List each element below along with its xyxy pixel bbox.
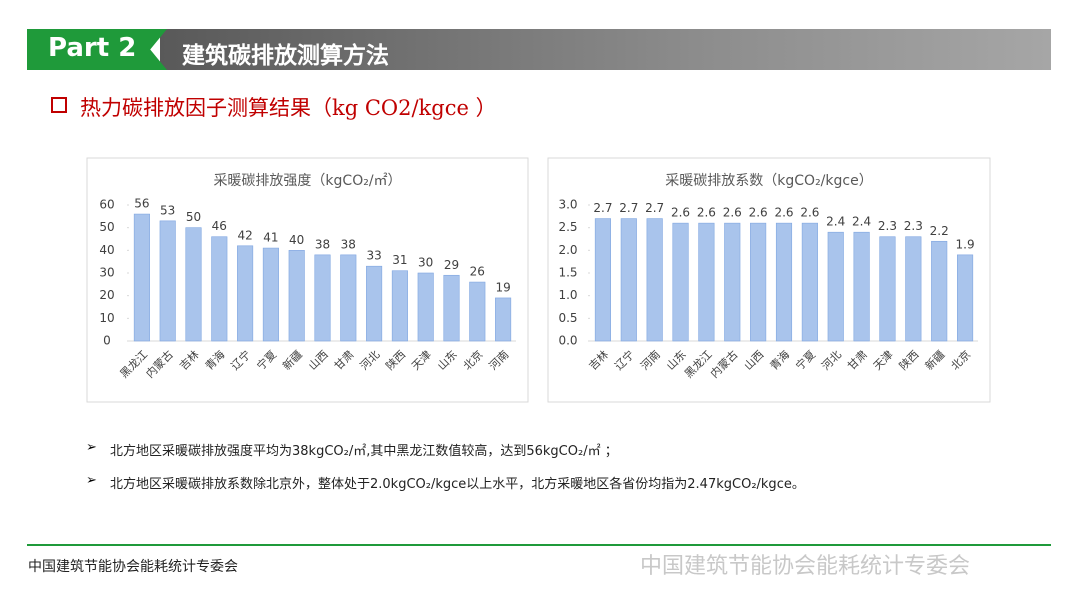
y-tick-label: 30 — [99, 266, 114, 280]
value-label: 26 — [470, 265, 485, 279]
subtitle-icon — [51, 97, 67, 113]
value-label: 50 — [186, 210, 201, 224]
bar — [495, 297, 512, 342]
value-label: 42 — [237, 228, 252, 242]
value-label: 53 — [160, 203, 175, 217]
watermark: 中国建筑节能协会能耗统计专委会 — [640, 554, 971, 579]
bar — [366, 265, 383, 342]
value-label: 1.9 — [956, 237, 975, 251]
bar — [775, 222, 793, 342]
y-tick-label: 50 — [99, 220, 114, 234]
value-label: 46 — [212, 219, 227, 233]
value-label: 2.4 — [852, 215, 871, 229]
bar — [724, 222, 741, 342]
header-title: 建筑碳排放测算方法 — [182, 43, 389, 69]
value-label: 2.6 — [774, 206, 793, 220]
bullet: 北方地区采暖碳排放系数除北京外，整体处于2.0kgCO₂/kgce以上水平，北方… — [110, 477, 805, 492]
value-label: 2.2 — [930, 224, 949, 238]
subtitle: 热力碳排放因子测算结果（kg CO2/kgce ） — [80, 96, 497, 120]
value-label: 56 — [134, 197, 149, 211]
y-tick-label: 60 — [99, 198, 114, 212]
header-bar — [160, 29, 1051, 70]
value-label: 2.6 — [723, 206, 742, 220]
value-label: 41 — [263, 231, 278, 245]
bar — [931, 240, 948, 342]
bar — [594, 218, 611, 342]
y-tick-label: 0.0 — [558, 334, 577, 348]
bar — [133, 213, 150, 342]
bullet-arrow: ➢ — [86, 440, 97, 455]
value-label: 38 — [315, 237, 330, 251]
bar — [957, 254, 974, 342]
value-label: 2.4 — [826, 215, 845, 229]
footer-line — [27, 544, 1051, 546]
bar — [853, 231, 870, 342]
bar — [620, 218, 637, 342]
bar — [443, 274, 460, 342]
y-tick-label: 3.0 — [558, 198, 577, 212]
bar — [417, 272, 434, 342]
bar — [391, 270, 408, 342]
bullet-arrow: ➢ — [86, 473, 97, 488]
value-label: 31 — [392, 253, 407, 267]
bar — [879, 236, 896, 342]
bullet: 北方地区采暖碳排放强度平均为38kgCO₂/㎡,其中黑龙江数值较高，达到56kg… — [110, 444, 618, 459]
value-label: 2.7 — [645, 201, 664, 215]
bar — [159, 220, 176, 342]
value-label: 40 — [289, 233, 304, 247]
value-label: 30 — [418, 256, 433, 270]
value-label: 2.6 — [671, 206, 690, 220]
footer-text: 中国建筑节能协会能耗统计专委会 — [28, 559, 238, 575]
bar — [288, 250, 305, 342]
bar — [469, 281, 486, 342]
y-tick-label: 0 — [103, 334, 111, 348]
y-tick-label: 20 — [99, 288, 114, 302]
value-label: 2.6 — [697, 206, 716, 220]
bar — [801, 222, 818, 342]
value-label: 2.6 — [749, 206, 768, 220]
bar — [646, 218, 663, 342]
value-label: 2.6 — [800, 206, 819, 220]
value-label: 29 — [444, 258, 459, 272]
chart-title: 采暖碳排放系数（kgCO₂/kgce） — [665, 173, 872, 189]
value-label: 2.3 — [904, 219, 923, 233]
y-tick-label: 40 — [99, 243, 114, 257]
bar — [905, 236, 922, 342]
bar — [827, 231, 844, 342]
bar — [314, 254, 331, 342]
bar — [750, 222, 767, 342]
value-label: 33 — [366, 249, 381, 263]
value-label: 2.3 — [878, 219, 897, 233]
value-label: 2.7 — [619, 201, 638, 215]
value-label: 19 — [495, 280, 510, 294]
value-label: 2.7 — [593, 201, 612, 215]
bar — [340, 254, 357, 342]
bar — [185, 227, 202, 342]
y-tick-label: 1.0 — [558, 288, 577, 302]
bar — [237, 245, 254, 342]
header-part: Part 2 — [48, 33, 137, 63]
y-tick-label: 2.5 — [558, 220, 577, 234]
y-tick-label: 2.0 — [558, 243, 577, 257]
bar — [262, 247, 279, 342]
bar — [698, 222, 715, 342]
y-tick-label: 0.5 — [558, 311, 577, 325]
value-label: 38 — [341, 237, 356, 251]
y-tick-label: 1.5 — [558, 266, 577, 280]
header-part-box — [27, 29, 167, 70]
y-tick-label: 10 — [99, 311, 114, 325]
bar — [211, 236, 228, 342]
bar — [672, 222, 689, 342]
chart-title: 采暖碳排放强度（kgCO₂/㎡） — [213, 173, 401, 189]
